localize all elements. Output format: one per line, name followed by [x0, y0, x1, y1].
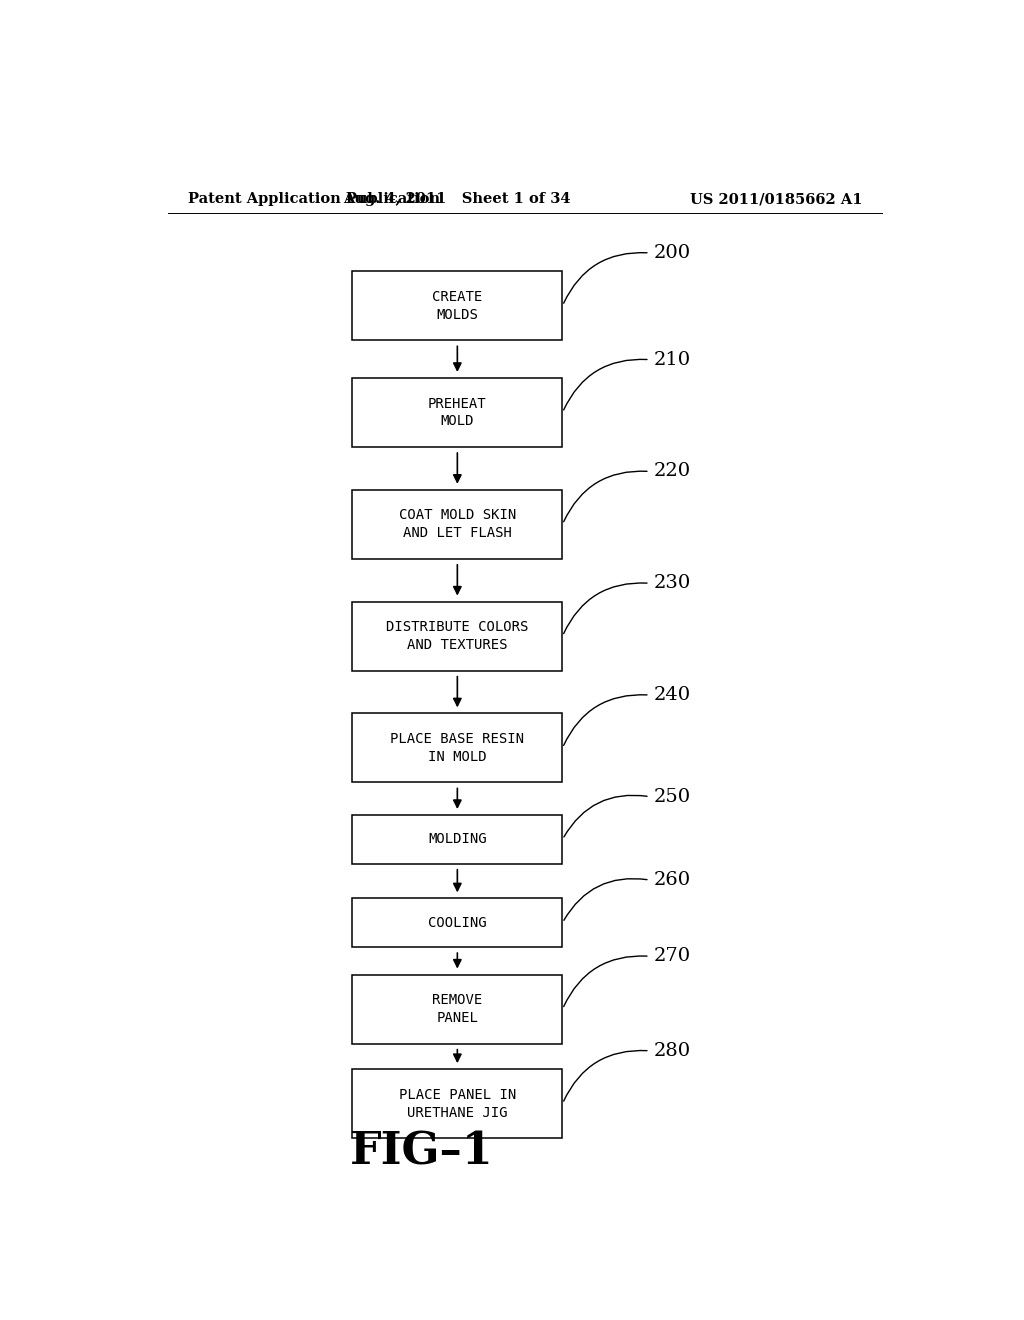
FancyBboxPatch shape	[352, 899, 562, 948]
FancyArrowPatch shape	[564, 879, 647, 920]
Text: 230: 230	[653, 574, 691, 593]
FancyArrowPatch shape	[563, 956, 647, 1007]
FancyArrowPatch shape	[563, 359, 647, 411]
Text: 250: 250	[653, 788, 691, 805]
Text: COOLING: COOLING	[428, 916, 486, 929]
FancyArrowPatch shape	[563, 471, 647, 521]
Text: Aug. 4, 2011   Sheet 1 of 34: Aug. 4, 2011 Sheet 1 of 34	[344, 191, 571, 206]
Text: FIG–1: FIG–1	[350, 1131, 494, 1173]
Text: 210: 210	[653, 351, 691, 368]
FancyBboxPatch shape	[352, 602, 562, 671]
Text: PLACE BASE RESIN
IN MOLD: PLACE BASE RESIN IN MOLD	[390, 733, 524, 764]
FancyArrowPatch shape	[563, 694, 647, 746]
Text: 240: 240	[653, 686, 691, 704]
Text: MOLDING: MOLDING	[428, 833, 486, 846]
Text: PREHEAT
MOLD: PREHEAT MOLD	[428, 396, 486, 429]
FancyArrowPatch shape	[563, 583, 647, 634]
Text: 200: 200	[653, 244, 691, 261]
Text: 220: 220	[653, 462, 691, 480]
FancyArrowPatch shape	[564, 796, 647, 837]
Text: 260: 260	[653, 871, 691, 890]
FancyBboxPatch shape	[352, 271, 562, 341]
Text: REMOVE
PANEL: REMOVE PANEL	[432, 993, 482, 1026]
Text: DISTRIBUTE COLORS
AND TEXTURES: DISTRIBUTE COLORS AND TEXTURES	[386, 620, 528, 652]
FancyBboxPatch shape	[352, 974, 562, 1044]
FancyArrowPatch shape	[563, 1051, 647, 1101]
FancyBboxPatch shape	[352, 378, 562, 447]
Text: COAT MOLD SKIN
AND LET FLASH: COAT MOLD SKIN AND LET FLASH	[398, 508, 516, 540]
Text: CREATE
MOLDS: CREATE MOLDS	[432, 290, 482, 322]
Text: PLACE PANEL IN
URETHANE JIG: PLACE PANEL IN URETHANE JIG	[398, 1088, 516, 1119]
Text: Patent Application Publication: Patent Application Publication	[187, 191, 439, 206]
Text: 270: 270	[653, 948, 691, 965]
FancyBboxPatch shape	[352, 490, 562, 558]
FancyArrowPatch shape	[563, 252, 647, 304]
FancyBboxPatch shape	[352, 814, 562, 863]
Text: 280: 280	[653, 1041, 691, 1060]
FancyBboxPatch shape	[352, 1069, 562, 1138]
Text: US 2011/0185662 A1: US 2011/0185662 A1	[689, 191, 862, 206]
FancyBboxPatch shape	[352, 713, 562, 783]
